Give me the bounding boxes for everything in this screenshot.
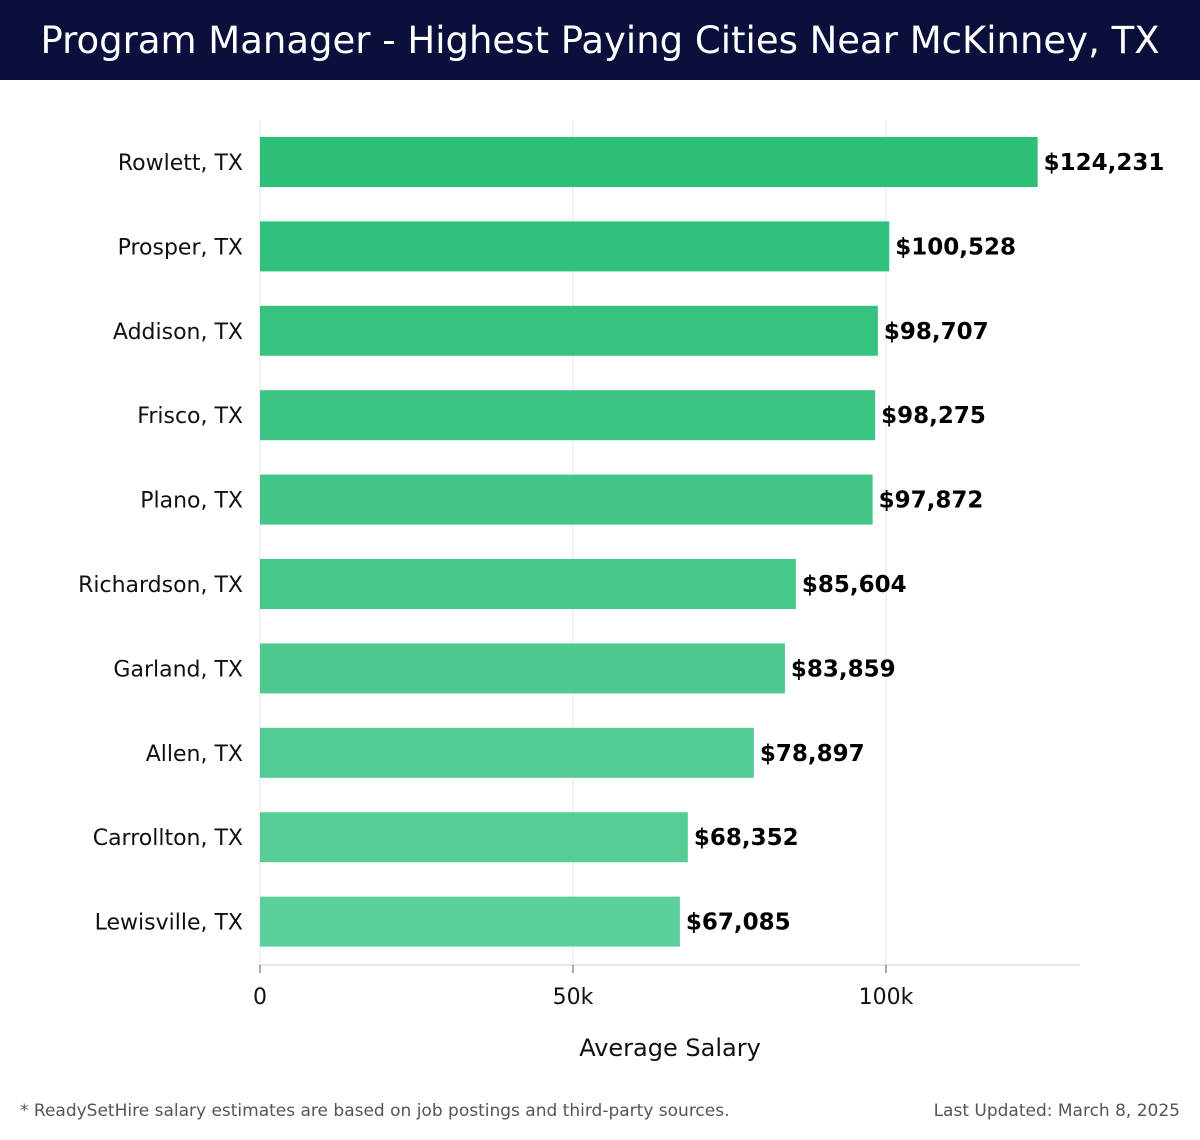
bar-2 [260,221,890,272]
x-tick-label: 0 [253,985,267,1010]
bar-5 [260,474,873,525]
x-tick-label: 100k [859,985,914,1010]
bar-1 [260,137,1038,187]
category-label: Carrollton, TX [93,826,243,851]
bar-9 [260,812,688,863]
x-tick-label: 50k [553,985,594,1010]
last-updated: Last Updated: March 8, 2025 [933,1101,1180,1121]
value-label: $97,872 [879,488,984,514]
page-title: Program Manager - Highest Paying Cities … [40,18,1160,62]
value-label: $124,231 [1044,150,1165,176]
category-label: Addison, TX [113,320,243,345]
x-axis: 0 50k 100k [253,964,1080,1010]
bar-3 [260,305,878,356]
bar-10 [260,896,680,947]
value-label: $98,275 [881,403,986,429]
category-label: Allen, TX [146,742,243,767]
bar-4 [260,390,876,441]
bar-8 [260,727,754,778]
bar-7 [260,643,785,694]
category-label: Rowlett, TX [118,151,243,176]
value-label: $78,897 [760,741,865,767]
value-label: $98,707 [884,319,989,345]
category-label: Prosper, TX [118,235,243,260]
x-axis-title: Average Salary [579,1034,761,1062]
bars: Rowlett, TX $124,231 Prosper, TX $100,528 Ad… [78,137,1164,947]
salary-bar-chart: Rowlett, TX $124,231 Prosper, TX $100,528 Ad… [78,120,1164,1062]
value-label: $68,352 [694,825,799,851]
category-label: Garland, TX [113,657,243,682]
value-label: $85,604 [802,572,907,598]
bar-6 [260,559,796,609]
chart-header: Program Manager - Highest Paying Cities … [0,0,1200,80]
footnote: * ReadySetHire salary estimates are base… [20,1101,730,1121]
category-label: Plano, TX [140,489,243,514]
category-label: Lewisville, TX [95,911,243,936]
category-label: Frisco, TX [137,404,243,429]
value-label: $67,085 [686,910,791,936]
value-label: $83,859 [791,656,896,682]
value-label: $100,528 [895,234,1016,260]
category-label: Richardson, TX [78,573,243,598]
